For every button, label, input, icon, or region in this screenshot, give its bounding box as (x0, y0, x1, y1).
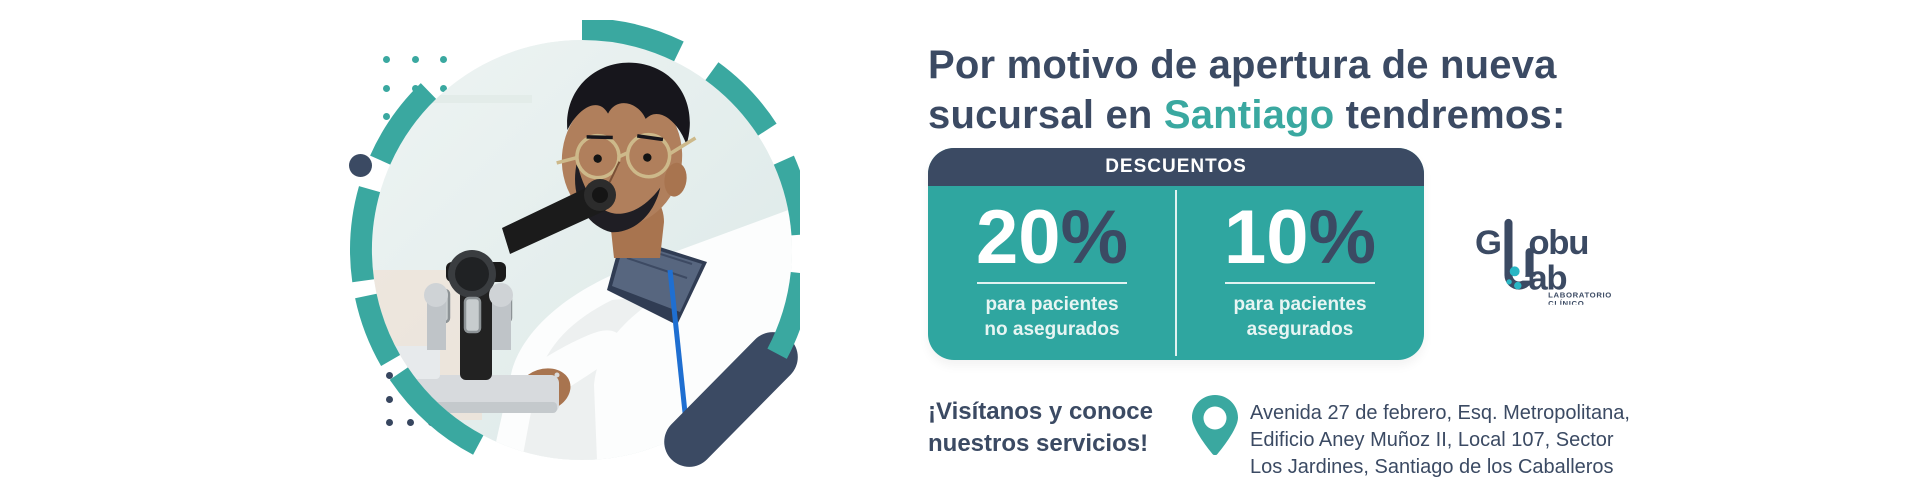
svg-text:obu: obu (1528, 224, 1588, 262)
svg-text:CLÍNICO: CLÍNICO (1548, 299, 1584, 305)
svg-text:G: G (1475, 224, 1501, 262)
svg-text:LABORATORIO: LABORATORIO (1548, 290, 1612, 299)
